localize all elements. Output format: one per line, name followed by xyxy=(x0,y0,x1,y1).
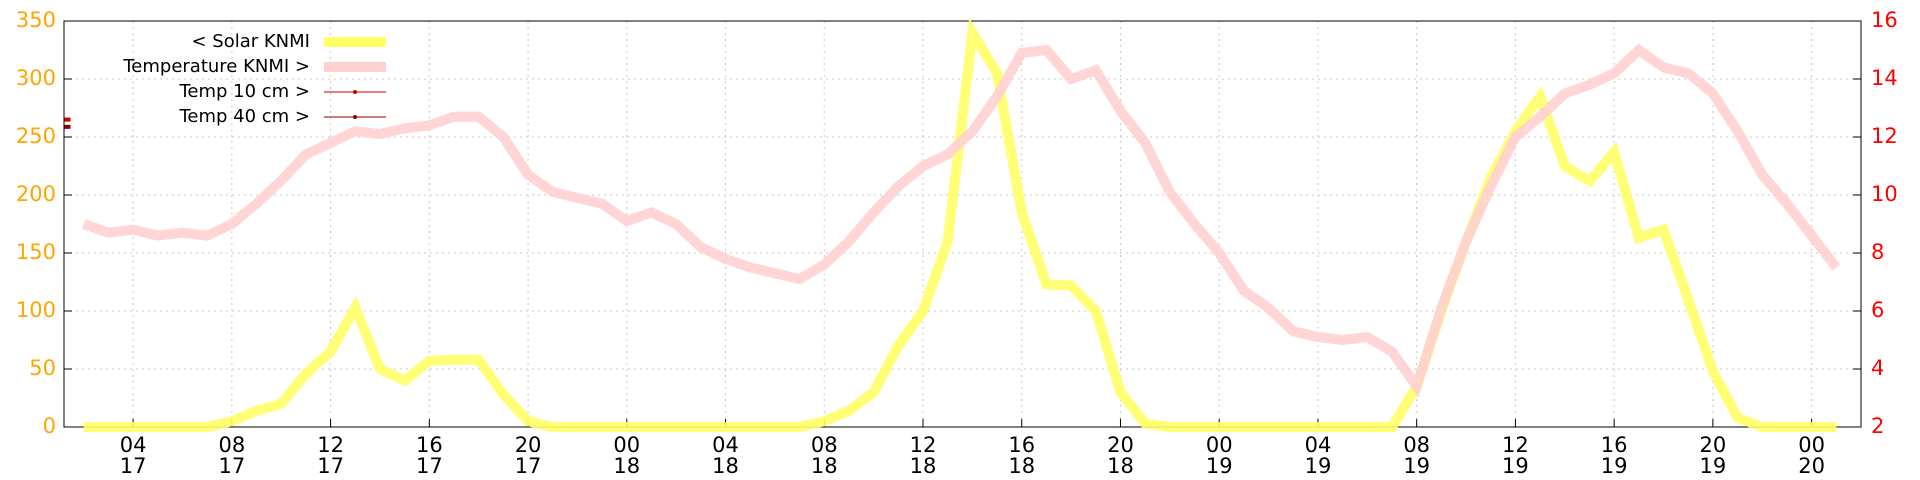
legend-label: < Solar KNMI xyxy=(191,31,310,52)
x-tick-label: 08 xyxy=(811,433,838,457)
x-tick-label: 20 xyxy=(1700,433,1727,457)
x-tick-label: 12 xyxy=(1502,433,1529,457)
y2-tick-label: 12 xyxy=(1871,124,1898,148)
x-tick-label: 18 xyxy=(613,454,640,478)
y-tick-label: 150 xyxy=(16,240,56,264)
y-tick-label: 250 xyxy=(16,124,56,148)
x-tick-label: 20 xyxy=(515,433,542,457)
x-tick-label: 19 xyxy=(1206,454,1233,478)
x-tick-label: 00 xyxy=(1206,433,1233,457)
series-line xyxy=(82,43,1841,398)
x-tick-label: 17 xyxy=(416,454,443,478)
x-tick-label: 18 xyxy=(811,454,838,478)
y2-tick-label: 10 xyxy=(1871,182,1898,206)
x-tick-label: 20 xyxy=(1798,454,1825,478)
x-tick-label: 04 xyxy=(1305,433,1332,457)
y2-tick-label: 8 xyxy=(1871,240,1884,264)
x-tick-label: 17 xyxy=(218,454,245,478)
y2-tick-label: 16 xyxy=(1871,8,1898,32)
y-tick-label: 350 xyxy=(16,8,56,32)
y2-tick-label: 6 xyxy=(1871,298,1884,322)
x-tick-label: 18 xyxy=(1008,454,1035,478)
y-tick-label: 300 xyxy=(16,66,56,90)
x-tick-label: 08 xyxy=(1403,433,1430,457)
x-tick-label: 17 xyxy=(515,454,542,478)
x-tick-label: 00 xyxy=(613,433,640,457)
y-tick-label: 200 xyxy=(16,182,56,206)
x-tick-label: 08 xyxy=(218,433,245,457)
x-tick-label: 17 xyxy=(120,454,147,478)
y2-tick-label: 14 xyxy=(1871,66,1898,90)
series-point xyxy=(64,124,71,129)
y-tick-label: 50 xyxy=(29,356,56,380)
legend-point xyxy=(353,90,357,94)
x-tick-label: 20 xyxy=(1107,433,1134,457)
legend-label: Temp 40 cm > xyxy=(178,106,310,127)
y2-tick-label: 2 xyxy=(1871,414,1884,438)
x-tick-label: 18 xyxy=(910,454,937,478)
plot-frame xyxy=(63,20,1862,428)
x-tick-label: 19 xyxy=(1305,454,1332,478)
y-tick-label: 100 xyxy=(16,298,56,322)
x-tick-label: 19 xyxy=(1601,454,1628,478)
x-tick-label: 19 xyxy=(1502,454,1529,478)
x-tick-label: 19 xyxy=(1403,454,1430,478)
x-tick-label: 12 xyxy=(910,433,937,457)
x-tick-label: 16 xyxy=(1601,433,1628,457)
x-tick-label: 18 xyxy=(1107,454,1134,478)
legend-point xyxy=(353,115,357,119)
series-point xyxy=(64,117,71,122)
y-tick-label: 0 xyxy=(43,414,56,438)
x-tick-label: 04 xyxy=(120,433,147,457)
y2-tick-label: 4 xyxy=(1871,356,1884,380)
legend-label: Temp 10 cm > xyxy=(178,81,310,102)
x-tick-label: 19 xyxy=(1700,454,1727,478)
x-tick-label: 17 xyxy=(317,454,344,478)
x-tick-label: 18 xyxy=(712,454,739,478)
x-tick-label: 12 xyxy=(317,433,344,457)
legend-label: Temperature KNMI > xyxy=(122,56,310,77)
x-tick-label: 16 xyxy=(1008,433,1035,457)
x-tick-label: 16 xyxy=(416,433,443,457)
x-tick-label: 00 xyxy=(1798,433,1825,457)
x-tick-label: 04 xyxy=(712,433,739,457)
